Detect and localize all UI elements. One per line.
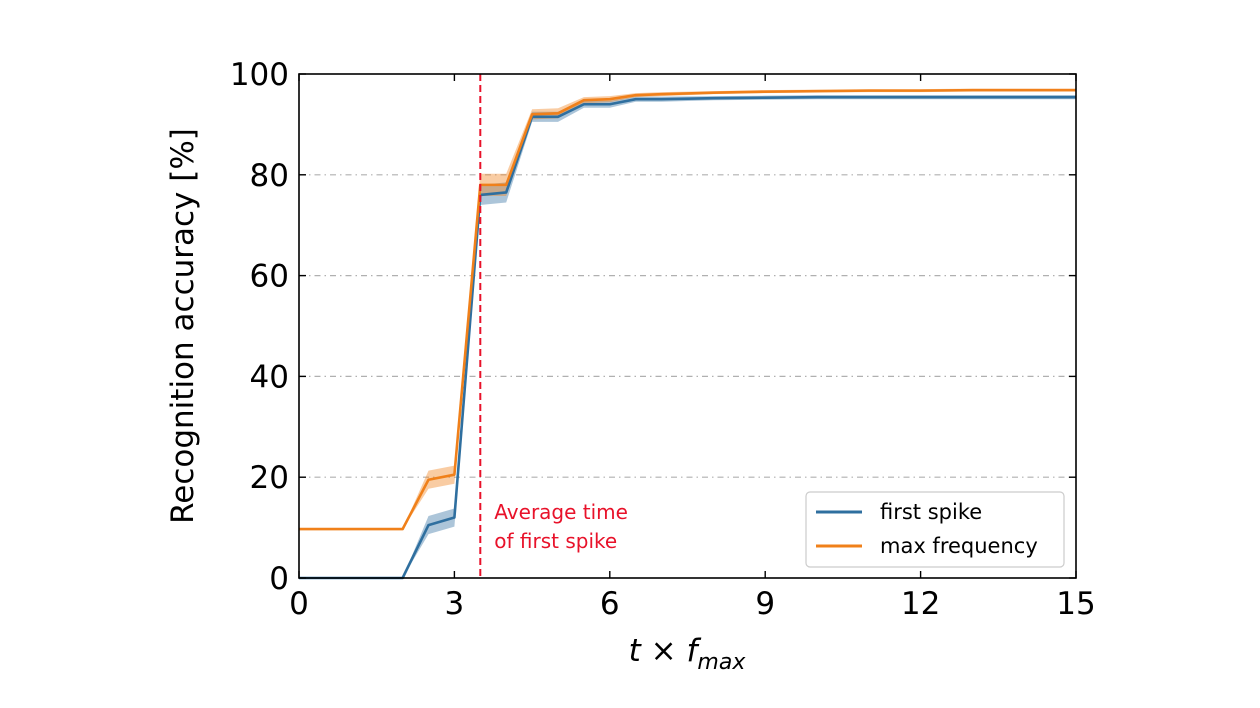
y-tick-label: 0: [269, 561, 289, 597]
legend-box: [805, 491, 1065, 568]
x-tick-label: 12: [901, 586, 940, 622]
y-tick-label: 80: [250, 158, 289, 194]
grid: [299, 174, 1076, 478]
legend: first spike max frequency: [805, 491, 1065, 568]
legend-label: max frequency: [880, 534, 1038, 558]
x-tick-label: 9: [755, 586, 775, 622]
y-tick-label: 100: [230, 57, 289, 93]
y-tick-label: 40: [250, 359, 289, 395]
x-tick-label: 0: [289, 586, 309, 622]
legend-label: first spike: [880, 500, 982, 524]
annotation: Average time of first spike: [479, 74, 628, 578]
series-1-band: [299, 88, 1076, 530]
x-tick-label: 6: [600, 586, 620, 622]
axis-ticks: 0 20 40 60 80 100 0 3 6 9 12 15: [230, 57, 1096, 622]
y-tick-label: 20: [250, 460, 289, 496]
x-axis-label-var-t: t: [629, 633, 643, 669]
annotation-text-line: Average time: [494, 500, 628, 524]
series-1-line: [299, 88, 1076, 531]
x-tick-label: 3: [445, 586, 465, 622]
plot-frame: [298, 73, 1077, 579]
y-axis-label: Recognition accuracy [%]: [165, 128, 201, 524]
x-tick-label: 15: [1056, 586, 1095, 622]
series-0-line: [299, 95, 1076, 580]
x-axis-label-op: ×: [641, 633, 687, 669]
x-axis-label-subscript: max: [697, 650, 746, 675]
annotation-text-line: of first spike: [494, 529, 617, 553]
x-axis-label: t × fmax: [629, 633, 747, 675]
y-tick-label: 60: [250, 259, 289, 295]
series-lines: [299, 88, 1076, 580]
